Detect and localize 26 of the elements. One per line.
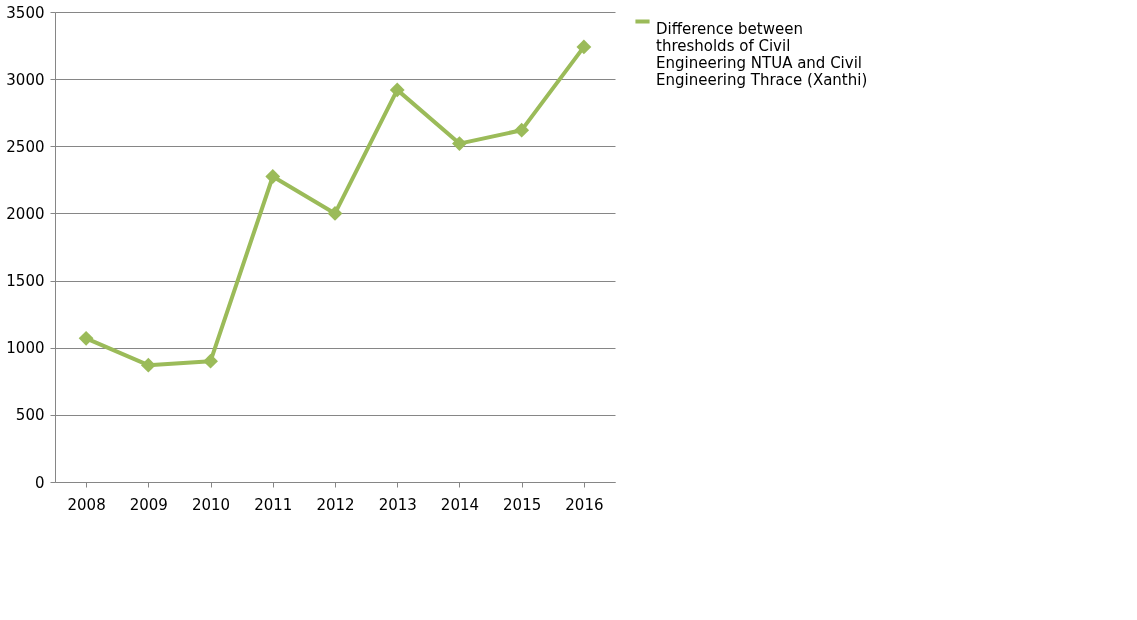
y-tick-label: 0 bbox=[34, 473, 45, 492]
point bbox=[78, 330, 94, 346]
x-tick-label: 2010 bbox=[191, 495, 231, 514]
point bbox=[576, 39, 592, 55]
x-tick-label: 2009 bbox=[129, 495, 168, 514]
legend-label: Difference between thresholds of Civil Engineering NTUA and Civil Engineering Thrace (Xanthi) bbox=[656, 19, 868, 89]
point bbox=[389, 82, 405, 98]
x-tick-label: 2008 bbox=[67, 495, 106, 514]
point bbox=[514, 122, 530, 138]
point bbox=[203, 353, 218, 369]
y-tick-label: 3500 bbox=[6, 3, 45, 22]
point bbox=[140, 357, 156, 373]
point bbox=[452, 136, 467, 152]
y-tick-label: 1000 bbox=[6, 339, 45, 358]
y-tick-label: 3000 bbox=[6, 70, 45, 89]
x-tick-label: 2016 bbox=[565, 495, 604, 514]
y-tick-label: 2500 bbox=[6, 137, 45, 156]
y-tick-label: 2000 bbox=[6, 204, 45, 223]
x-tick-label: 2015 bbox=[503, 495, 542, 514]
y-tick-label: 1500 bbox=[6, 272, 45, 291]
y-tick-label: 500 bbox=[15, 406, 45, 425]
x-tick-label: 2013 bbox=[378, 495, 417, 514]
x-tick-label: 2012 bbox=[316, 495, 355, 514]
point bbox=[265, 169, 281, 184]
x-tick-label: 2011 bbox=[254, 495, 293, 514]
x-tick-label: 2014 bbox=[440, 495, 480, 514]
